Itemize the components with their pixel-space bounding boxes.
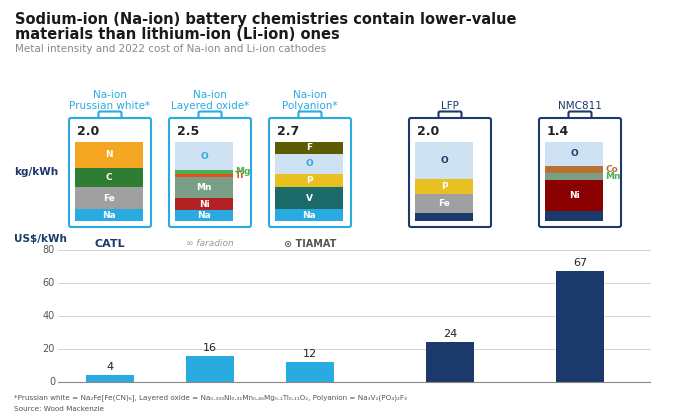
Text: *Prussian white = Na₂Fe[Fe(CN)₆], Layered oxide = Na₀.₃₃₃Ni₀.₃₁Mn₀.₄₆Mg₀.₁Ti₀.₁₁: *Prussian white = Na₂Fe[Fe(CN)₆], Layere… (14, 394, 407, 401)
Text: Mg: Mg (235, 167, 251, 176)
Bar (286, 362, 334, 382)
Text: 16: 16 (203, 343, 217, 353)
Text: Na: Na (197, 211, 211, 220)
Text: Fe: Fe (438, 199, 450, 208)
Text: Na-ion: Na-ion (93, 90, 127, 100)
Text: O: O (440, 156, 448, 165)
Bar (275, 142, 343, 154)
Text: 40: 40 (43, 311, 55, 321)
Text: Sodium-ion (Na-ion) battery chemistries contain lower-value: Sodium-ion (Na-ion) battery chemistries … (15, 12, 517, 27)
Text: C: C (106, 173, 112, 182)
Text: O: O (200, 152, 208, 160)
FancyBboxPatch shape (438, 111, 461, 121)
Bar (175, 210, 233, 221)
Text: Polyanion*: Polyanion* (282, 101, 337, 111)
Text: materials than lithium-ion (Li-ion) ones: materials than lithium-ion (Li-ion) ones (15, 27, 339, 42)
Bar (75, 142, 143, 168)
Bar (175, 142, 233, 170)
Bar (415, 142, 473, 179)
Text: 67: 67 (573, 258, 587, 268)
Text: P: P (441, 182, 447, 191)
Bar (545, 142, 603, 166)
Text: 2.5: 2.5 (177, 125, 199, 138)
Text: Mn: Mn (605, 172, 620, 181)
Text: NMC811: NMC811 (558, 101, 602, 111)
FancyBboxPatch shape (409, 118, 491, 227)
Text: 12: 12 (303, 349, 317, 359)
Text: P: P (306, 176, 312, 185)
Text: Na-ion: Na-ion (193, 90, 227, 100)
Text: 80: 80 (43, 245, 55, 255)
Bar (545, 173, 603, 180)
Text: US$/kWh: US$/kWh (14, 234, 67, 244)
Text: Li: Li (475, 213, 484, 221)
Bar (545, 180, 603, 211)
Bar (75, 168, 143, 187)
Text: Layered oxide*: Layered oxide* (171, 101, 249, 111)
Text: 0: 0 (49, 377, 55, 387)
Text: 20: 20 (43, 344, 55, 354)
FancyBboxPatch shape (69, 118, 151, 227)
Text: Metal intensity and 2022 cost of Na-ion and Li-ion cathodes: Metal intensity and 2022 cost of Na-ion … (15, 44, 326, 54)
Bar (86, 375, 134, 382)
Text: N: N (105, 150, 113, 159)
Bar (415, 194, 473, 213)
Text: Ti: Ti (235, 171, 244, 180)
Text: ∞ faradion: ∞ faradion (186, 239, 234, 248)
Bar (415, 213, 473, 221)
Bar (175, 170, 233, 173)
Bar (175, 173, 233, 177)
Text: LFP: LFP (441, 101, 459, 111)
Text: CATL: CATL (94, 239, 125, 249)
Bar (186, 356, 234, 382)
FancyBboxPatch shape (568, 111, 592, 121)
Bar (545, 211, 603, 221)
Bar (175, 198, 233, 210)
Text: Ni: Ni (199, 200, 209, 209)
Text: Na: Na (302, 210, 316, 220)
Bar (275, 187, 343, 209)
Text: 60: 60 (43, 278, 55, 288)
Text: V: V (305, 194, 312, 203)
Text: 24: 24 (443, 329, 457, 339)
FancyBboxPatch shape (169, 118, 251, 227)
Text: Na: Na (102, 210, 116, 220)
Text: Fe: Fe (103, 194, 115, 203)
Bar (415, 179, 473, 194)
Bar (556, 271, 604, 382)
Bar (275, 209, 343, 221)
Text: 2.0: 2.0 (417, 125, 440, 138)
FancyBboxPatch shape (199, 111, 221, 121)
Bar (275, 154, 343, 173)
FancyBboxPatch shape (298, 111, 321, 121)
Text: O: O (570, 150, 578, 158)
Text: Li: Li (605, 212, 614, 221)
FancyBboxPatch shape (99, 111, 122, 121)
Bar (275, 173, 343, 187)
Text: Source: Wood Mackenzie: Source: Wood Mackenzie (14, 406, 104, 412)
Text: F: F (306, 143, 312, 152)
Bar (175, 177, 233, 198)
Text: O: O (305, 159, 313, 168)
Text: ⊙ TIAMAT: ⊙ TIAMAT (284, 239, 336, 249)
Text: 4: 4 (106, 362, 113, 373)
Bar (75, 209, 143, 221)
Text: 1.4: 1.4 (547, 125, 569, 138)
Bar (75, 187, 143, 209)
Bar (545, 166, 603, 173)
FancyBboxPatch shape (539, 118, 621, 227)
Text: Na-ion: Na-ion (293, 90, 327, 100)
Bar (426, 342, 474, 382)
Text: Mn: Mn (196, 183, 211, 192)
Text: Prussian white*: Prussian white* (69, 101, 150, 111)
Text: 2.0: 2.0 (77, 125, 99, 138)
Text: kg/kWh: kg/kWh (14, 167, 58, 177)
Text: 2.7: 2.7 (277, 125, 300, 138)
Text: Co: Co (605, 165, 617, 174)
Text: Ni: Ni (568, 192, 580, 200)
FancyBboxPatch shape (269, 118, 351, 227)
